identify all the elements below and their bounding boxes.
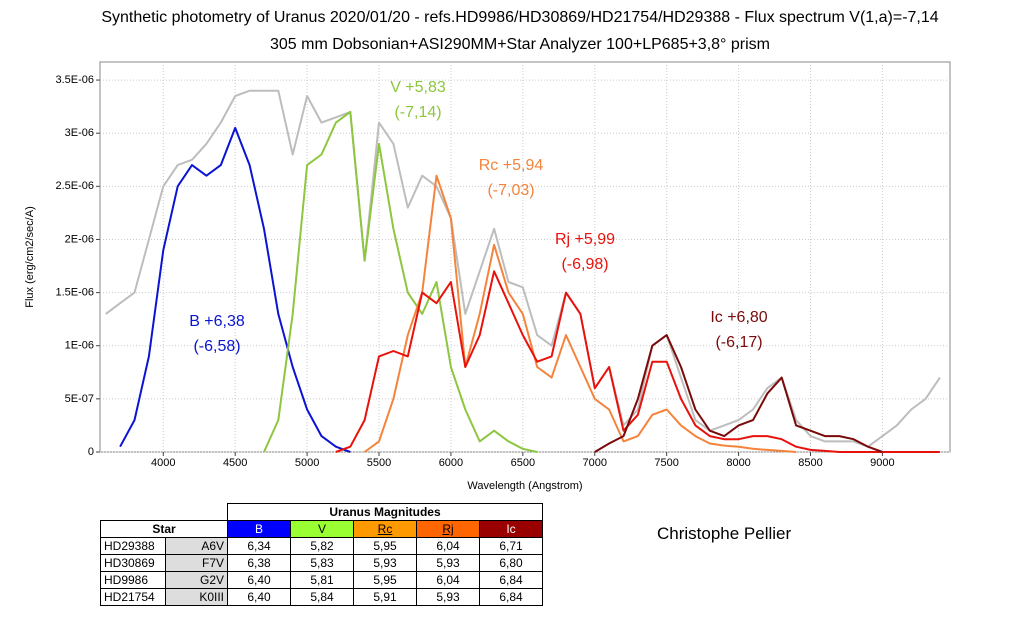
table-cell: 5,95 <box>353 537 417 555</box>
y-tick-label: 1.5E-06 <box>55 287 94 299</box>
table-cell: 6,04 <box>416 537 480 555</box>
table-cell: 6,84 <box>479 571 543 589</box>
spectrum-line <box>594 334 883 453</box>
table-cell: HD21754 <box>100 588 166 606</box>
table-row: HD9986 G2V 6,40 5,81 5,95 6,04 6,84 <box>100 571 543 589</box>
x-tick-label: 7000 <box>583 457 607 469</box>
table-cell: 6,80 <box>479 554 543 572</box>
table-cell <box>101 504 228 521</box>
spectrum-line <box>263 110 538 453</box>
table-row: Uranus Magnitudes <box>101 503 543 521</box>
x-tick-label: 6500 <box>511 457 535 469</box>
table-body: Uranus Magnitudes Star B V Rc Rj Ic HD29388 A6V 6… <box>100 503 543 606</box>
y-tick-label: 5E-07 <box>65 393 94 405</box>
spectrum-line <box>105 89 941 448</box>
magnitude-table: Uranus Magnitudes Star B V Rc Rj Ic HD29388 A6V 6… <box>100 503 543 606</box>
table-cell: V <box>290 520 354 538</box>
x-axis-label: Wavelength (Angstrom) <box>467 480 582 492</box>
x-tick-label: 8500 <box>798 457 822 469</box>
spectrum-line <box>335 270 940 453</box>
table-cell: 6,04 <box>416 571 480 589</box>
table-cell: K0III <box>165 588 228 606</box>
x-tick-label: 6000 <box>439 457 463 469</box>
band-annotation: V +5,83 <box>390 79 446 96</box>
y-tick-label: 3.5E-06 <box>55 74 94 86</box>
table-cell: 5,81 <box>290 571 354 589</box>
table-cell: 5,83 <box>290 554 354 572</box>
table-cell: 5,95 <box>353 571 417 589</box>
table-cell: 5,82 <box>290 537 354 555</box>
y-tick-label: 2E-06 <box>65 233 94 245</box>
x-tick-label: 7500 <box>654 457 678 469</box>
band-annotation: B +6,38 <box>189 313 245 330</box>
table-cell: 6,40 <box>227 588 291 606</box>
table-row: Star B V Rc Rj Ic <box>100 520 543 538</box>
table-cell: HD29388 <box>100 537 166 555</box>
x-tick-label: 8000 <box>726 457 750 469</box>
table-cell: G2V <box>165 571 228 589</box>
x-tick-label: 4000 <box>151 457 175 469</box>
table-cell: 5,93 <box>416 588 480 606</box>
table-cell: 6,38 <box>227 554 291 572</box>
chart-title: Synthetic photometry of Uranus 2020/01/2… <box>101 9 938 26</box>
y-axis-label: Flux (erg/cm2/sec/A) <box>24 206 36 307</box>
table-cell: 6,34 <box>227 537 291 555</box>
table-cell: 6,40 <box>227 571 291 589</box>
spectrum-line <box>119 126 351 453</box>
y-tick-label: 3E-06 <box>65 127 94 139</box>
band-annotation: (-6,98) <box>561 256 608 273</box>
table-cell: 6,84 <box>479 588 543 606</box>
band-annotation: (-7,03) <box>487 182 534 199</box>
spectrum-line <box>364 174 797 453</box>
band-annotation: (-6,58) <box>193 338 240 355</box>
table-cell: F7V <box>165 554 228 572</box>
table-cell: 6,71 <box>479 537 543 555</box>
band-annotation: (-6,17) <box>715 334 762 351</box>
x-tick-label: 5500 <box>367 457 391 469</box>
table-cell: Ic <box>479 520 543 538</box>
band-annotation: (-7,14) <box>394 104 441 121</box>
y-tick-label: 1E-06 <box>65 340 94 352</box>
chart: Synthetic photometry of Uranus 2020/01/2… <box>24 9 951 492</box>
plot-area <box>99 61 951 453</box>
table-cell: Uranus Magnitudes <box>227 503 543 521</box>
x-tick-label: 5000 <box>295 457 319 469</box>
chart-subtitle: 305 mm Dobsonian+ASI290MM+Star Analyzer … <box>270 36 770 53</box>
table-row: HD29388 A6V 6,34 5,82 5,95 6,04 6,71 <box>100 537 543 555</box>
table-cell: B <box>227 520 291 538</box>
table-cell: A6V <box>165 537 228 555</box>
table-cell: 5,93 <box>353 554 417 572</box>
table-cell: 5,91 <box>353 588 417 606</box>
x-tick-label: 4500 <box>223 457 247 469</box>
band-annotation: Ic +6,80 <box>710 309 767 326</box>
table-cell: 5,93 <box>416 554 480 572</box>
credit: Christophe Pellier <box>657 524 792 543</box>
band-annotation: Rj +5,99 <box>555 231 615 248</box>
band-annotation: Rc +5,94 <box>479 157 544 174</box>
table-cell: Rc <box>353 520 417 538</box>
table-cell: Rj <box>416 520 480 538</box>
table-cell: HD9986 <box>100 571 166 589</box>
table-cell: 5,84 <box>290 588 354 606</box>
table-row: HD21754 K0III 6,40 5,84 5,91 5,93 6,84 <box>100 588 543 606</box>
y-tick-label: 0 <box>88 446 94 458</box>
table-row: HD30869 F7V 6,38 5,83 5,93 5,93 6,80 <box>100 554 543 572</box>
x-tick-label: 9000 <box>870 457 894 469</box>
y-tick-label: 2.5E-06 <box>55 180 94 192</box>
table-cell: HD30869 <box>100 554 166 572</box>
table-cell: Star <box>100 520 228 538</box>
